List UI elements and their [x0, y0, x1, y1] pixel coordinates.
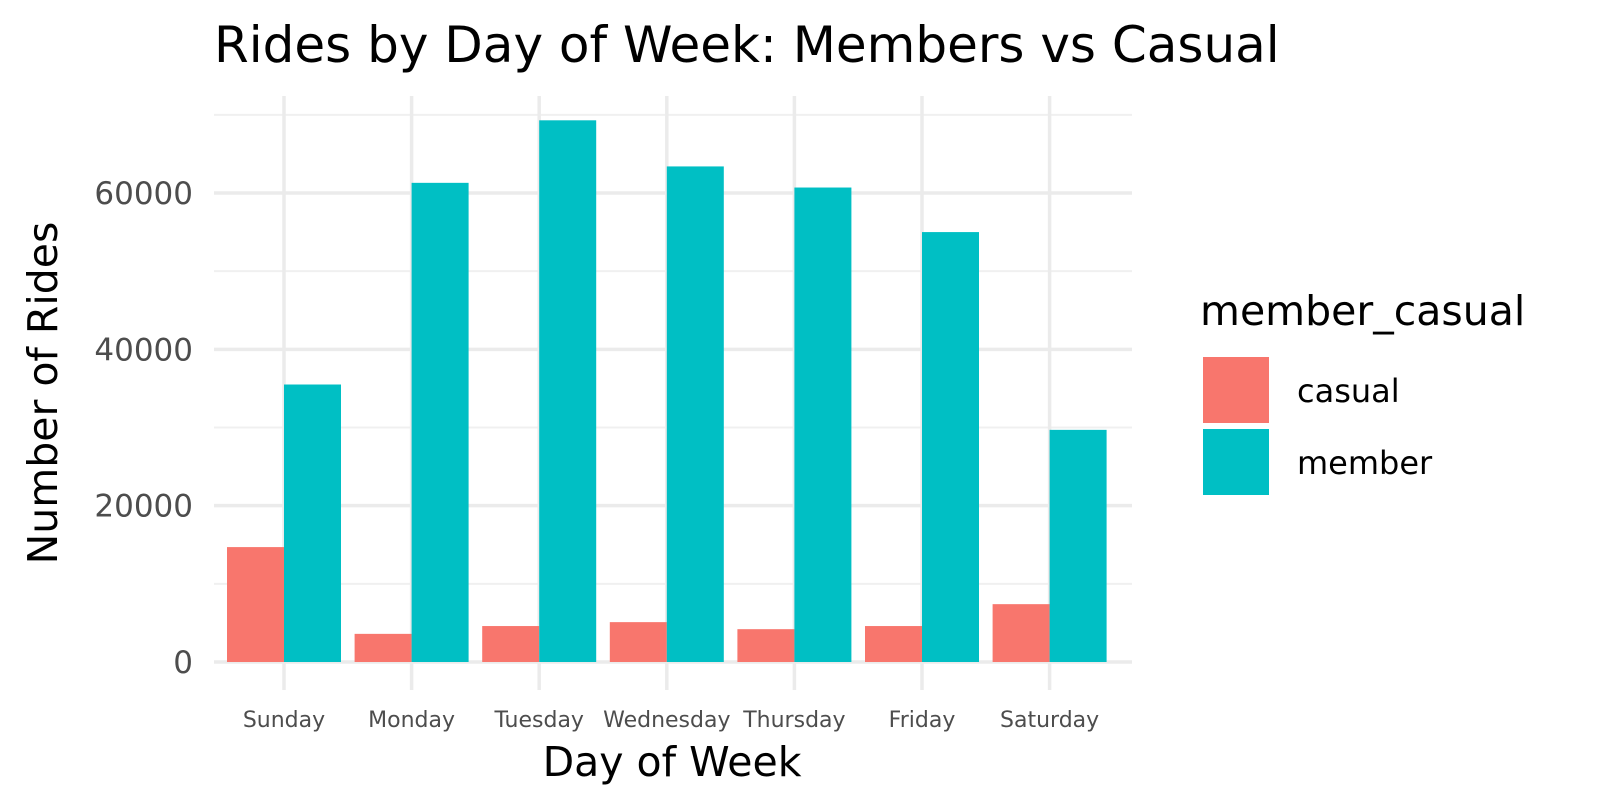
y-tick-label: 40000	[94, 332, 193, 368]
x-tick-label: Wednesday	[603, 708, 730, 733]
legend-title: member_casual	[1200, 287, 1525, 335]
legend-key-casual	[1203, 357, 1269, 423]
chart-title: Rides by Day of Week: Members vs Casual	[214, 16, 1280, 74]
bar-member-sunday	[284, 384, 341, 662]
bar-member-monday	[411, 182, 469, 663]
x-tick-label: Sunday	[243, 708, 325, 733]
y-tick-label: 60000	[94, 176, 193, 212]
bars	[227, 120, 1107, 663]
bar-member-friday	[922, 232, 979, 663]
bar-casual-sunday	[227, 547, 284, 662]
bar-member-saturday	[1049, 429, 1107, 662]
legend: member_casual casual member	[1200, 287, 1525, 495]
bar-casual-friday	[865, 626, 922, 662]
x-tick-label: Saturday	[1000, 708, 1099, 733]
bar-member-tuesday	[539, 120, 597, 663]
x-axis-title: Day of Week	[543, 738, 802, 786]
legend-key-member	[1203, 429, 1269, 495]
legend-label-casual: casual	[1297, 372, 1400, 410]
bar-casual-thursday	[737, 629, 795, 662]
y-tick-label: 0	[173, 645, 193, 681]
bar-member-thursday	[794, 187, 852, 663]
x-tick-labels: Sunday Monday Tuesday Wednesday Thursday Frid…	[243, 708, 1099, 733]
x-tick-label: Thursday	[742, 708, 845, 733]
bar-member-wednesday	[666, 166, 724, 662]
legend-label-member: member	[1297, 444, 1433, 482]
x-tick-label: Monday	[368, 708, 455, 733]
x-tick-label: Friday	[889, 708, 956, 733]
bar-casual-wednesday	[609, 622, 667, 662]
y-tick-labels: 0 20000 40000 60000	[94, 176, 193, 681]
x-tick-label: Tuesday	[493, 708, 584, 733]
bar-casual-saturday	[992, 604, 1050, 662]
y-tick-label: 20000	[94, 489, 193, 525]
bar-casual-tuesday	[482, 626, 540, 662]
bar-casual-monday	[354, 633, 412, 662]
y-axis-title: Number of Rides	[19, 222, 67, 565]
